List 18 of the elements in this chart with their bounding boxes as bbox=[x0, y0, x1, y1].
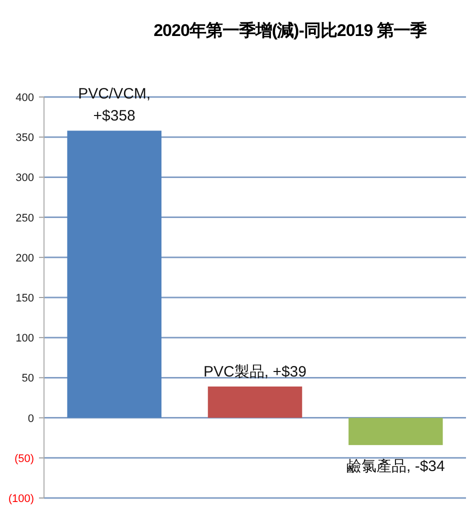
data-label: 鹼氯產品, -$34 bbox=[346, 458, 445, 476]
data-label: PVC製品, +$39 bbox=[204, 364, 306, 381]
bar bbox=[348, 418, 443, 446]
chart-title: 2020年第一季增(減)-同比2019 第一季 bbox=[154, 21, 427, 40]
y-tick-label: 50 bbox=[22, 372, 34, 385]
y-tick-label: 400 bbox=[16, 92, 34, 104]
y-tick-label: (50) bbox=[14, 452, 34, 465]
y-tick-label: 350 bbox=[16, 132, 34, 144]
bar bbox=[208, 386, 302, 418]
y-tick-label: 100 bbox=[16, 332, 34, 345]
y-tick-label: (100) bbox=[8, 493, 34, 505]
bar bbox=[67, 130, 162, 418]
y-tick-label: 200 bbox=[16, 252, 34, 264]
y-tick-label: 150 bbox=[16, 292, 34, 304]
y-tick-label: 300 bbox=[16, 172, 34, 184]
y-tick-label: 250 bbox=[16, 212, 34, 224]
y-tick-label: 0 bbox=[28, 412, 34, 425]
data-label: PVC/VCM, +$358 bbox=[78, 86, 151, 125]
